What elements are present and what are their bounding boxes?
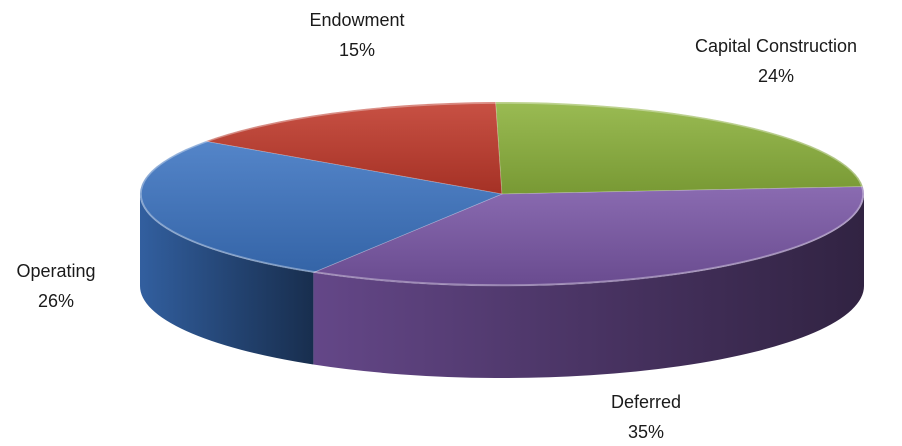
label-endowment: Endowment 15% [309,10,404,60]
pie-side-deferred [313,194,864,378]
label-deferred: Deferred 35% [611,392,681,442]
slice-label-endowment: Endowment [309,10,404,30]
pie-tops [139,101,865,287]
slice-percent-endowment: 15% [339,40,375,60]
slice-percent-operating: 26% [38,291,74,311]
slice-percent-deferred: 35% [628,422,664,442]
label-capital-construction: Capital Construction 24% [695,36,857,86]
slice-label-deferred: Deferred [611,392,681,412]
label-operating: Operating 26% [16,261,95,311]
pie-rim-highlight [140,102,864,286]
slice-label-operating: Operating [16,261,95,281]
slice-percent-capital-construction: 24% [758,66,794,86]
pie-side-operating [140,194,314,365]
pie-slice-operating [139,140,504,273]
pie-slice-capital-construction [495,101,864,195]
pie-slice-deferred [311,186,865,287]
pie-sides [140,194,864,378]
slice-label-capital-construction: Capital Construction [695,36,857,56]
pie-slice-endowment [203,101,503,195]
